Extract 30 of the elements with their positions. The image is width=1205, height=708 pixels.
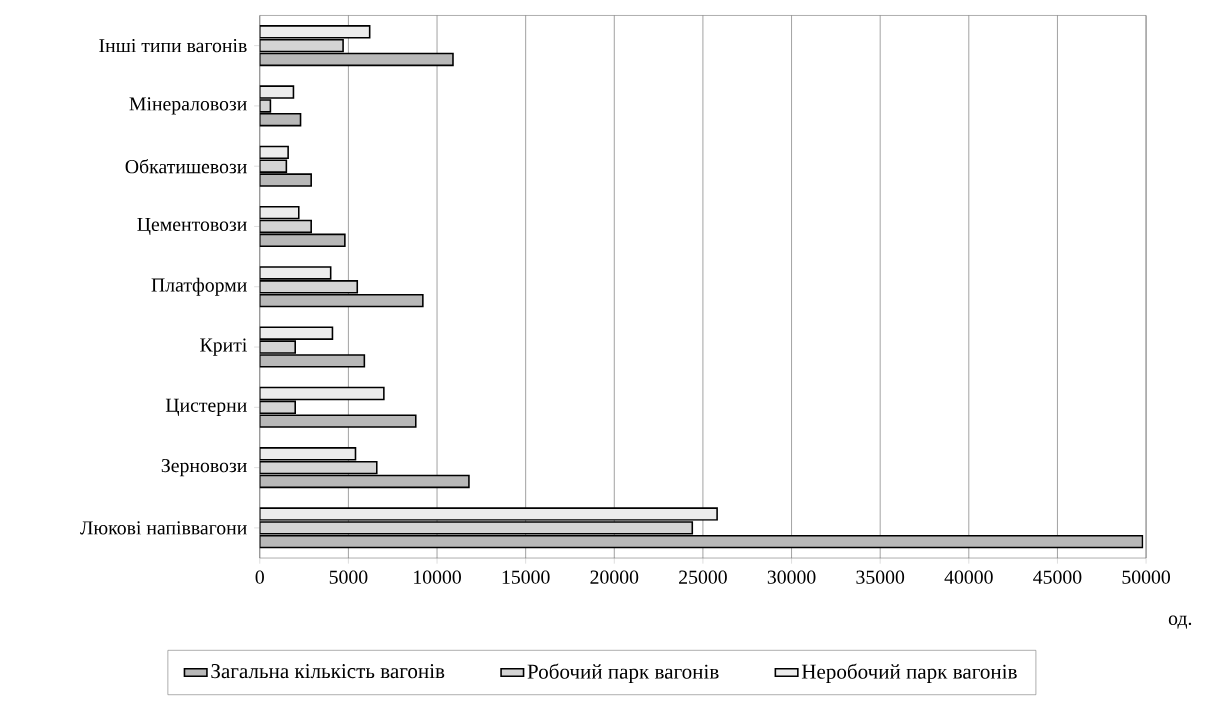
bar bbox=[259, 386, 385, 401]
y-tick-label: Цистерни bbox=[165, 398, 247, 416]
y-tick-label: Інші типи вагонів bbox=[99, 38, 247, 53]
legend-label: Неробочий парк вагонів bbox=[801, 663, 1017, 683]
y-tick-label: Цементовози bbox=[137, 217, 247, 235]
x-tick-label: 10000 bbox=[414, 570, 461, 584]
legend-label: Загальна кількість вагонів bbox=[211, 663, 445, 679]
x-tick-label: 40000 bbox=[944, 570, 993, 584]
y-tick-label: Обкатишевози bbox=[125, 158, 247, 174]
y-tick-label: Криті bbox=[200, 338, 247, 356]
legend-label: Робочий парк вагонів bbox=[527, 663, 719, 683]
y-tick-label: Мінераловози bbox=[129, 97, 247, 115]
x-tick-label: 25000 bbox=[679, 570, 727, 584]
x-tick-label: 0 bbox=[255, 570, 264, 584]
bar bbox=[259, 52, 454, 67]
x-tick-label: 20000 bbox=[590, 570, 639, 584]
x-axis-title: од. bbox=[1168, 615, 1192, 629]
bar bbox=[259, 38, 344, 53]
y-tick-label: Зерновози bbox=[161, 458, 247, 477]
x-tick-label: 45000 bbox=[1033, 570, 1082, 584]
x-tick-label: 30000 bbox=[767, 570, 816, 584]
x-tick-label: 15000 bbox=[502, 570, 550, 584]
x-tick-label: 5000 bbox=[329, 570, 368, 584]
x-tick-label: 35000 bbox=[856, 570, 905, 584]
y-tick-label: Платформи bbox=[151, 277, 247, 296]
bar bbox=[259, 474, 470, 489]
bar bbox=[259, 460, 378, 475]
x-tick-label: 50000 bbox=[1122, 570, 1171, 584]
y-tick-label: Люкові напіввагони bbox=[80, 521, 247, 535]
bar bbox=[259, 293, 424, 308]
